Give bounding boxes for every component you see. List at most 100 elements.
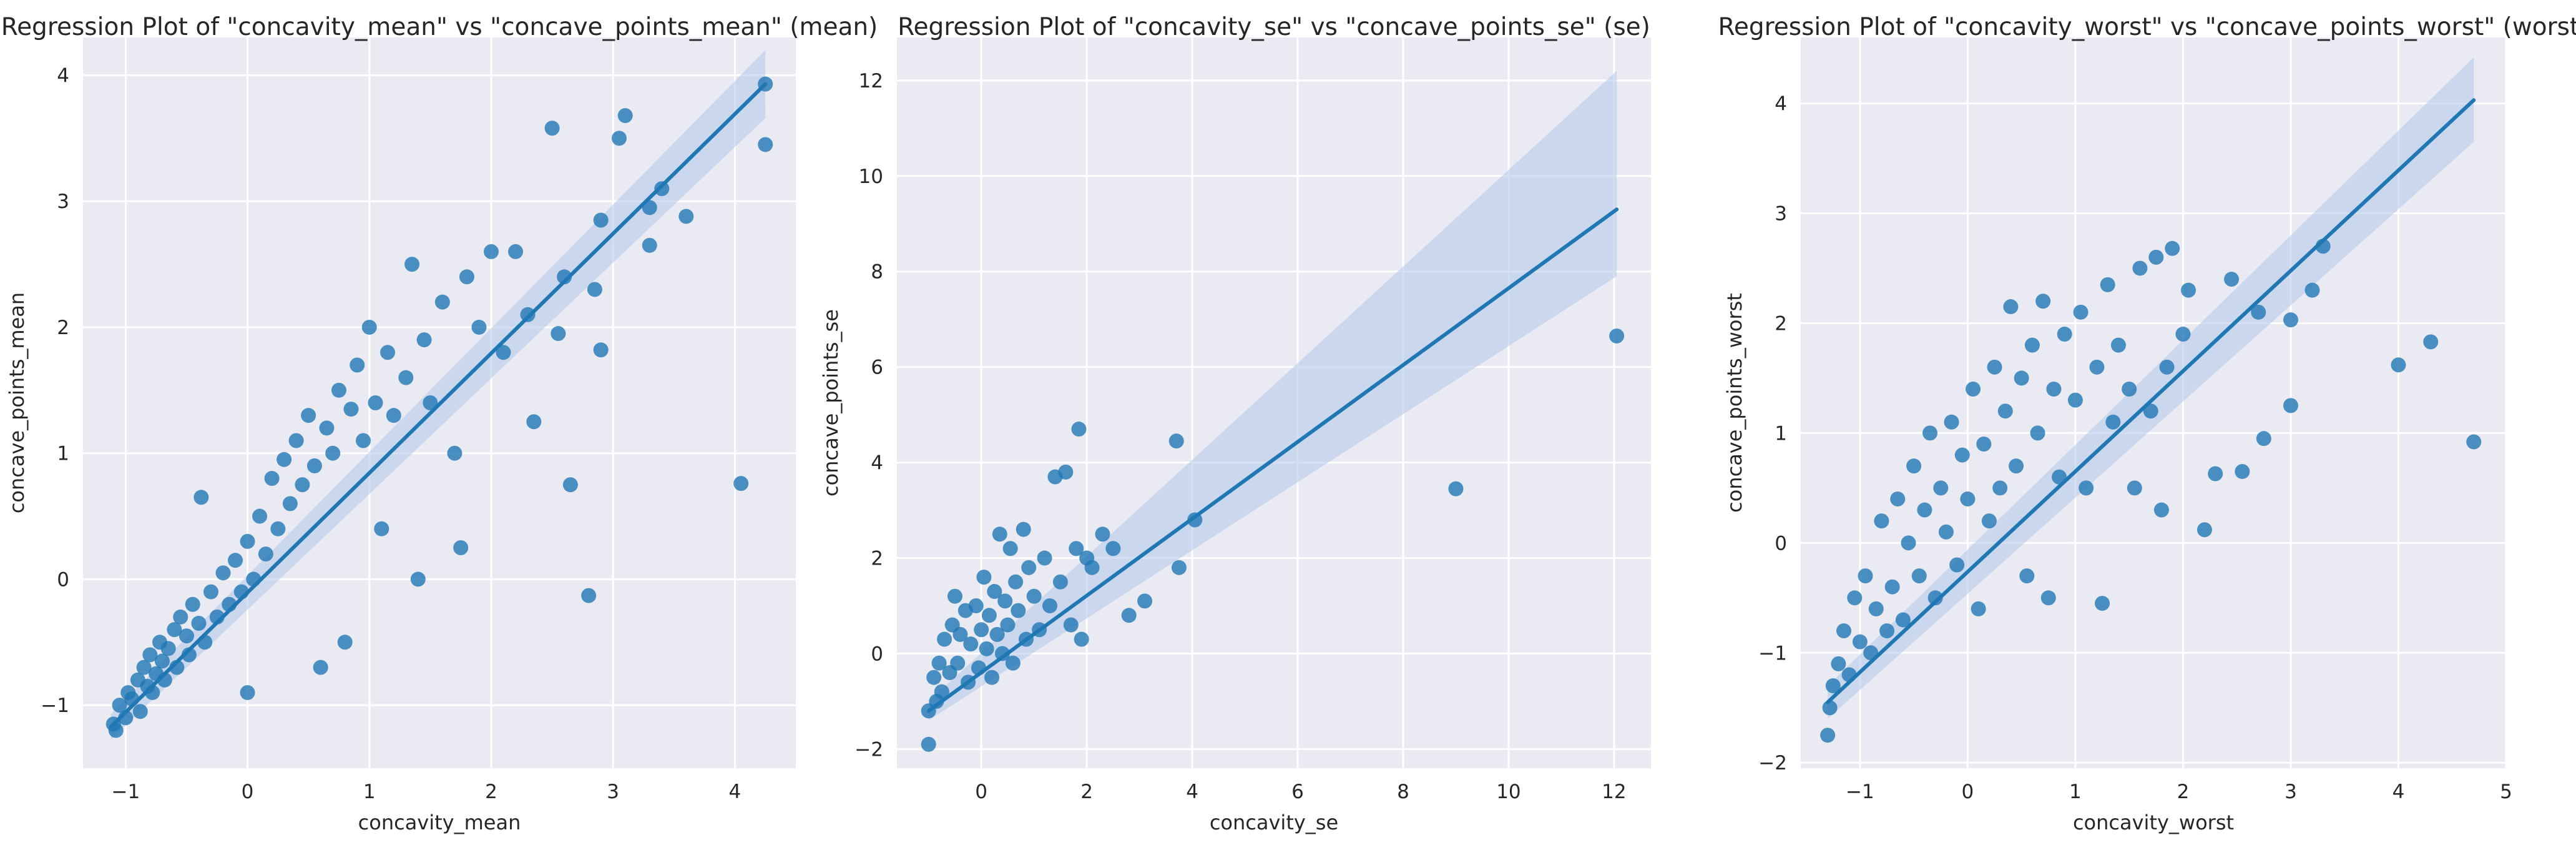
y-tick-label: 4 bbox=[57, 65, 69, 87]
x-tick-label: 2 bbox=[2177, 781, 2190, 803]
data-point bbox=[1949, 557, 1965, 573]
data-point bbox=[2181, 282, 2196, 298]
data-point bbox=[459, 269, 474, 285]
data-point bbox=[562, 477, 578, 493]
data-point bbox=[987, 584, 1002, 600]
data-point bbox=[306, 458, 322, 473]
data-point bbox=[581, 588, 597, 603]
x-tick-label: 3 bbox=[2285, 781, 2297, 803]
y-tick-label: 3 bbox=[57, 190, 69, 213]
data-point bbox=[228, 553, 243, 568]
x-tick-label: 4 bbox=[2392, 781, 2405, 803]
data-point bbox=[994, 646, 1010, 661]
data-point bbox=[2122, 382, 2137, 397]
data-point bbox=[921, 736, 936, 752]
data-point bbox=[1895, 612, 1911, 628]
data-point bbox=[325, 445, 341, 461]
data-point bbox=[2127, 480, 2142, 496]
data-point bbox=[1011, 603, 1026, 618]
chart-panel-2: 0 2 4 6 8 10 12 −2 0 2 4 6 8 10 12 Regression Plot of "… bbox=[819, 13, 1651, 834]
y-tick-label: 0 bbox=[57, 568, 69, 591]
data-point bbox=[1105, 541, 1121, 556]
data-point bbox=[350, 357, 365, 373]
data-point bbox=[1008, 574, 1024, 590]
x-tick-label: 0 bbox=[1962, 781, 1974, 803]
data-point bbox=[642, 237, 657, 253]
data-point bbox=[193, 490, 209, 505]
data-point bbox=[1911, 568, 1927, 584]
data-point bbox=[976, 570, 992, 585]
data-point bbox=[185, 596, 200, 612]
x-axis-label: concavity_se bbox=[1210, 811, 1338, 834]
x-tick-label: 4 bbox=[729, 781, 742, 803]
data-point bbox=[423, 395, 438, 410]
data-point bbox=[2019, 568, 2035, 584]
data-point bbox=[1063, 617, 1079, 633]
data-point bbox=[544, 121, 560, 136]
data-point bbox=[2196, 522, 2212, 538]
y-tick-label: 0 bbox=[871, 643, 883, 665]
data-point bbox=[2040, 590, 2056, 606]
data-point bbox=[758, 137, 773, 152]
data-point bbox=[1825, 678, 1841, 694]
y-tick-label: 2 bbox=[57, 317, 69, 339]
x-tick-label: 1 bbox=[363, 781, 376, 803]
y-tick-label: 3 bbox=[1775, 203, 1787, 225]
data-point bbox=[2079, 480, 2094, 496]
data-point bbox=[167, 622, 182, 638]
y-tick-label: 6 bbox=[871, 357, 883, 379]
data-point bbox=[617, 108, 633, 124]
data-point bbox=[979, 641, 994, 656]
data-point bbox=[2067, 392, 2083, 408]
data-point bbox=[301, 408, 316, 423]
data-point bbox=[386, 408, 401, 423]
y-tick-label: 10 bbox=[859, 166, 883, 188]
chart-title: Regression Plot of "concavity_worst" vs … bbox=[1718, 13, 2576, 41]
data-point bbox=[2132, 260, 2148, 276]
data-point bbox=[361, 319, 377, 335]
y-tick-label: 4 bbox=[1775, 93, 1787, 116]
data-point bbox=[2030, 425, 2045, 441]
data-point bbox=[1071, 422, 1087, 437]
regression-line bbox=[109, 82, 768, 729]
data-point bbox=[1847, 590, 1863, 606]
regression-line bbox=[1826, 98, 2476, 704]
data-point bbox=[1954, 447, 1970, 463]
y-axis-label: concave_points_se bbox=[819, 309, 843, 497]
data-point bbox=[2159, 359, 2175, 375]
data-point bbox=[240, 684, 255, 700]
data-point bbox=[1987, 359, 2002, 375]
x-tick-label: 12 bbox=[1602, 781, 1626, 803]
data-point bbox=[1858, 568, 1873, 584]
data-point bbox=[112, 698, 127, 713]
data-point bbox=[1966, 382, 1981, 397]
data-point bbox=[2283, 312, 2298, 328]
y-tick-label: −1 bbox=[1758, 642, 1787, 665]
data-point bbox=[2208, 466, 2223, 482]
data-point bbox=[1831, 656, 1846, 671]
data-point bbox=[181, 647, 197, 663]
data-point bbox=[934, 684, 949, 699]
x-tick-label: −1 bbox=[111, 781, 140, 803]
data-point bbox=[1874, 513, 1889, 529]
x-tick-label: 5 bbox=[2500, 781, 2512, 803]
data-point bbox=[2046, 382, 2062, 397]
data-point bbox=[434, 294, 450, 310]
data-point bbox=[1000, 617, 1016, 633]
y-tick-label: 1 bbox=[1775, 422, 1787, 445]
x-tick-label: 3 bbox=[607, 781, 619, 803]
data-point bbox=[1026, 588, 1042, 604]
data-point bbox=[950, 655, 966, 671]
data-point bbox=[416, 332, 432, 348]
data-point bbox=[989, 626, 1005, 642]
x-tick-label: 6 bbox=[1291, 781, 1304, 803]
data-point bbox=[374, 521, 389, 536]
data-point bbox=[1084, 560, 1100, 575]
data-point bbox=[2057, 327, 2072, 342]
data-point bbox=[2089, 359, 2105, 375]
data-point bbox=[1016, 521, 1031, 537]
data-point bbox=[557, 269, 572, 285]
y-tick-label: 8 bbox=[871, 261, 883, 284]
data-point bbox=[1992, 480, 2008, 496]
